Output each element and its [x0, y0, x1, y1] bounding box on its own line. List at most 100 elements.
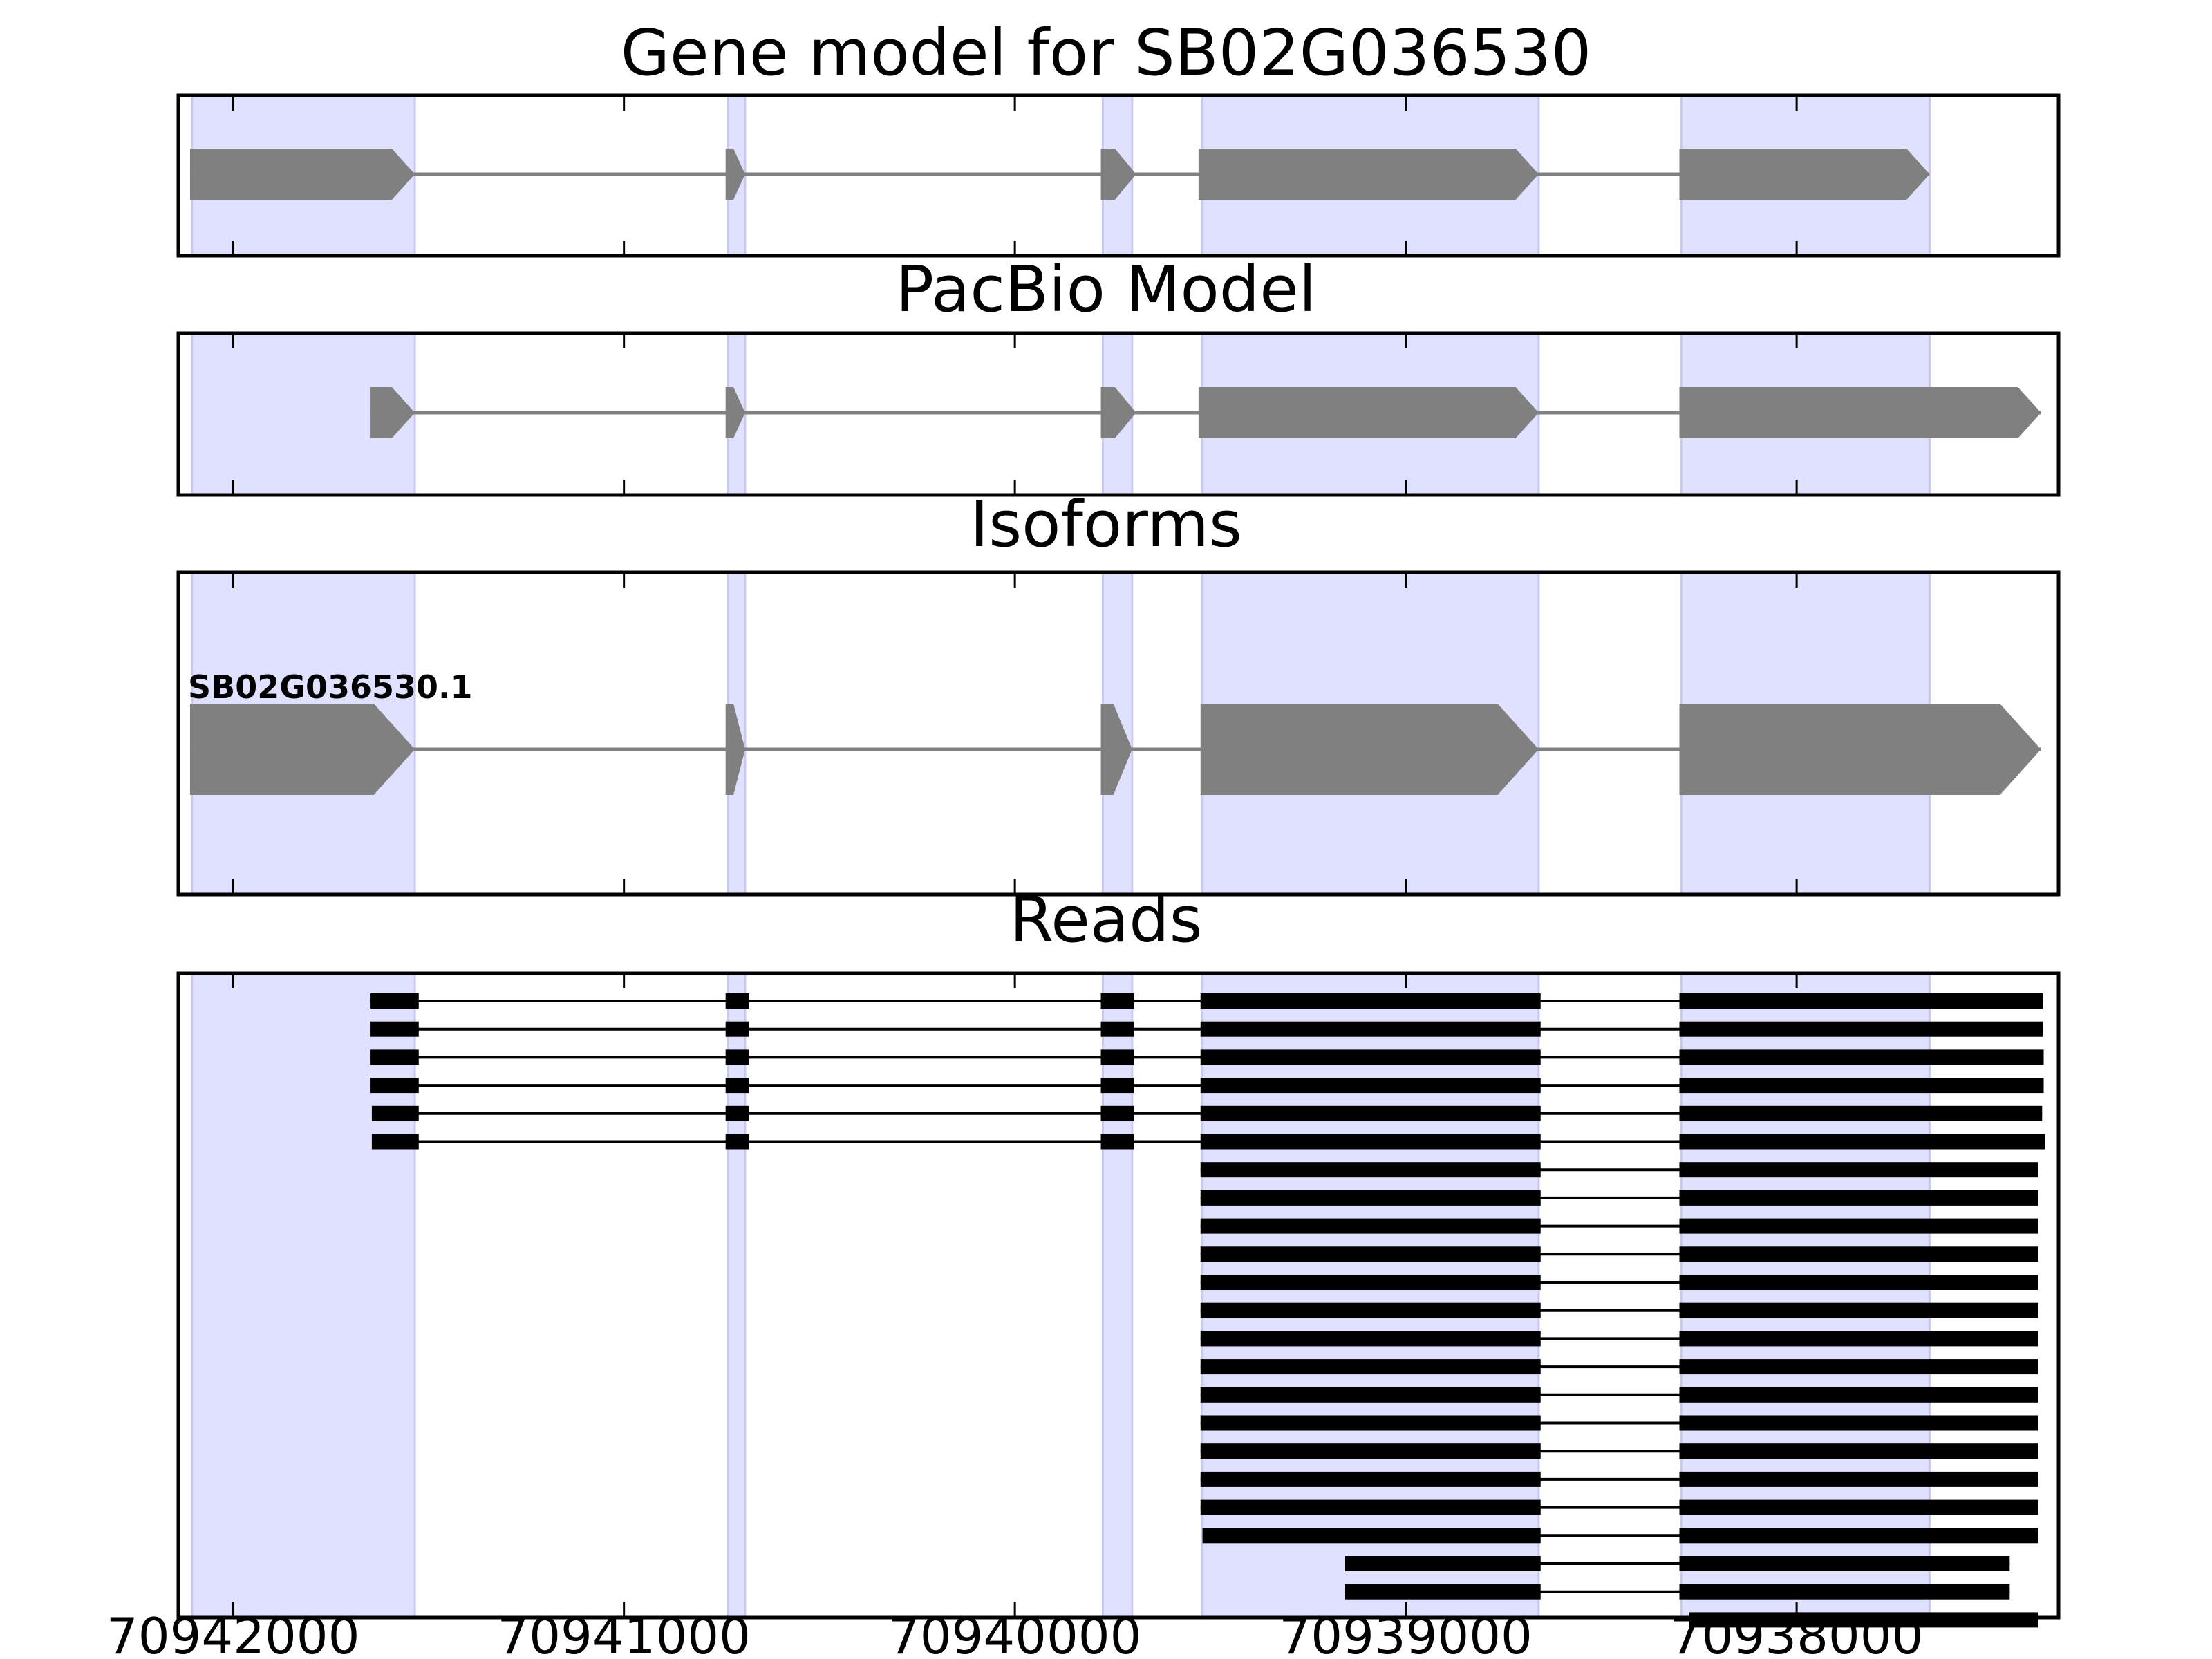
read-block: [1679, 1443, 2038, 1459]
read-block: [1200, 1302, 1541, 1318]
x-tick-label: 70940000: [888, 1607, 1141, 1659]
read-block: [1679, 1049, 2044, 1065]
exon-arrow: [370, 387, 415, 438]
read-row: [1200, 1246, 2038, 1262]
read-row: [1200, 1218, 2038, 1234]
read-block: [1344, 1556, 1541, 1571]
read-block: [1200, 1049, 1541, 1065]
read-row: [1200, 1302, 2038, 1318]
read-block: [371, 1134, 419, 1150]
read-block: [370, 993, 419, 1009]
read-block: [1679, 1528, 2038, 1544]
read-row: [370, 1049, 2044, 1065]
isoform-label: SB02G036530.1: [188, 668, 472, 706]
read-block: [1679, 1078, 2044, 1094]
read-row: [1200, 1162, 2038, 1178]
read-block: [725, 1049, 749, 1065]
read-block: [1200, 1471, 1541, 1487]
exon-arrow: [725, 387, 745, 438]
read-block: [1679, 1387, 2038, 1403]
read-block: [1200, 1499, 1541, 1515]
exon-arrow: [1679, 704, 2041, 795]
read-block: [1200, 993, 1541, 1009]
gene-model-title: Gene model for SB02G036530: [621, 16, 1592, 90]
read-block: [1679, 1302, 2038, 1318]
read-block: [725, 1021, 749, 1037]
reads-panel: [176, 971, 2061, 1628]
read-block: [1679, 1499, 2038, 1515]
exon-highlight-region: [1201, 972, 1540, 1619]
plot-frame: [176, 93, 2061, 258]
read-row: [1200, 1359, 2038, 1375]
read-block: [1679, 1218, 2038, 1234]
read-block: [1202, 1528, 1541, 1544]
read-block: [370, 1078, 419, 1094]
read-block: [1679, 1415, 2038, 1431]
x-tick-label: 70942000: [106, 1607, 359, 1659]
read-block: [1100, 1078, 1134, 1094]
exon-arrow: [189, 704, 415, 795]
read-row: [1344, 1584, 2010, 1600]
read-row: [1200, 1387, 2038, 1403]
read-block: [1200, 1415, 1541, 1431]
read-block: [1679, 1275, 2038, 1290]
read-block: [1679, 1584, 2010, 1600]
read-block: [725, 1078, 749, 1094]
read-block: [1200, 1078, 1541, 1094]
read-row: [1200, 1443, 2038, 1459]
read-row: [370, 1021, 2043, 1037]
read-row: [370, 993, 2043, 1009]
read-block: [370, 1049, 419, 1065]
read-block: [1679, 1556, 2010, 1571]
read-row: [1200, 1331, 2038, 1347]
read-block: [1200, 1190, 1541, 1206]
reads-title: Reads: [1009, 883, 1202, 957]
read-row: [1200, 1499, 2038, 1515]
read-row: [1200, 1415, 2038, 1431]
read-block: [1200, 1275, 1541, 1290]
isoforms-panel: [176, 570, 2061, 897]
exon-arrow: [1679, 149, 1930, 200]
read-block: [1200, 1387, 1541, 1403]
gene-model-panel: [176, 93, 2061, 258]
plot-frame: [176, 331, 2061, 497]
read-block: [1200, 1218, 1541, 1234]
read-block: [1100, 1134, 1134, 1150]
read-block: [725, 1105, 749, 1121]
exon-arrow: [1198, 149, 1539, 200]
read-block: [1100, 993, 1134, 1009]
read-block: [370, 1021, 419, 1037]
read-block: [1200, 1134, 1541, 1150]
x-tick-label: 70939000: [1279, 1607, 1532, 1659]
read-row: [1200, 1190, 2038, 1206]
exon-arrow: [1100, 704, 1132, 795]
read-block: [1679, 993, 2043, 1009]
read-block: [1679, 1021, 2043, 1037]
read-row: [371, 1105, 2043, 1121]
read-block: [1200, 1443, 1541, 1459]
read-row: [1200, 1471, 2038, 1487]
exon-highlight-region: [191, 972, 416, 1619]
read-block: [1344, 1584, 1541, 1600]
read-block: [1679, 1105, 2043, 1121]
read-block: [1200, 1246, 1541, 1262]
plot-frame: [176, 971, 2061, 1620]
read-block: [1200, 1331, 1541, 1347]
read-block: [1200, 1162, 1541, 1178]
read-row: [1344, 1556, 2010, 1571]
read-row: [1202, 1528, 2038, 1544]
exon-arrow: [1100, 387, 1136, 438]
exon-arrow: [1198, 387, 1539, 438]
exon-arrow: [725, 704, 745, 795]
read-block: [1679, 1246, 2038, 1262]
x-tick-label: 70941000: [497, 1607, 750, 1659]
exon-arrow: [1100, 149, 1136, 200]
read-block: [1679, 1134, 2045, 1150]
pacbio-model-title: PacBio Model: [896, 252, 1317, 326]
exon-arrow: [1679, 387, 2041, 438]
read-block: [1100, 1049, 1134, 1065]
plot-frame: [176, 570, 2061, 897]
read-block: [1100, 1021, 1134, 1037]
read-block: [1679, 1162, 2038, 1178]
